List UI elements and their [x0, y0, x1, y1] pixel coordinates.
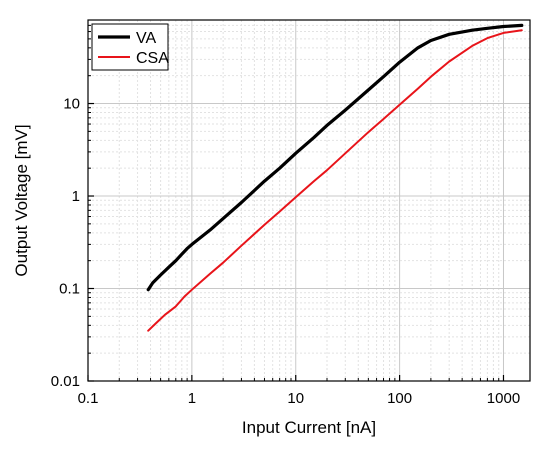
x-axis-title: Input Current [nA] [242, 418, 376, 437]
series-layer [146, 23, 524, 332]
y-tick-label: 1 [72, 188, 80, 205]
legend: VA CSA [91, 23, 169, 71]
series-line-csa [147, 29, 523, 332]
y-tick-label: 10 [63, 96, 80, 113]
y-tick-label: 0.1 [59, 281, 80, 298]
legend-label-va: VA [136, 30, 156, 47]
grid-lines [87, 19, 530, 382]
x-tick-label: 10 [287, 390, 304, 407]
legend-label-csa: CSA [136, 50, 169, 67]
x-tick-label: 1 [188, 390, 196, 407]
legend-box [91, 23, 169, 71]
series-line-va [146, 23, 524, 292]
x-tick-label: 0.1 [78, 390, 99, 407]
x-tick-label: 1000 [487, 390, 520, 407]
x-tick-label: 100 [387, 390, 412, 407]
y-axis-title: Output Voltage [mV] [12, 124, 31, 276]
y-tick-label: 0.01 [51, 373, 80, 390]
